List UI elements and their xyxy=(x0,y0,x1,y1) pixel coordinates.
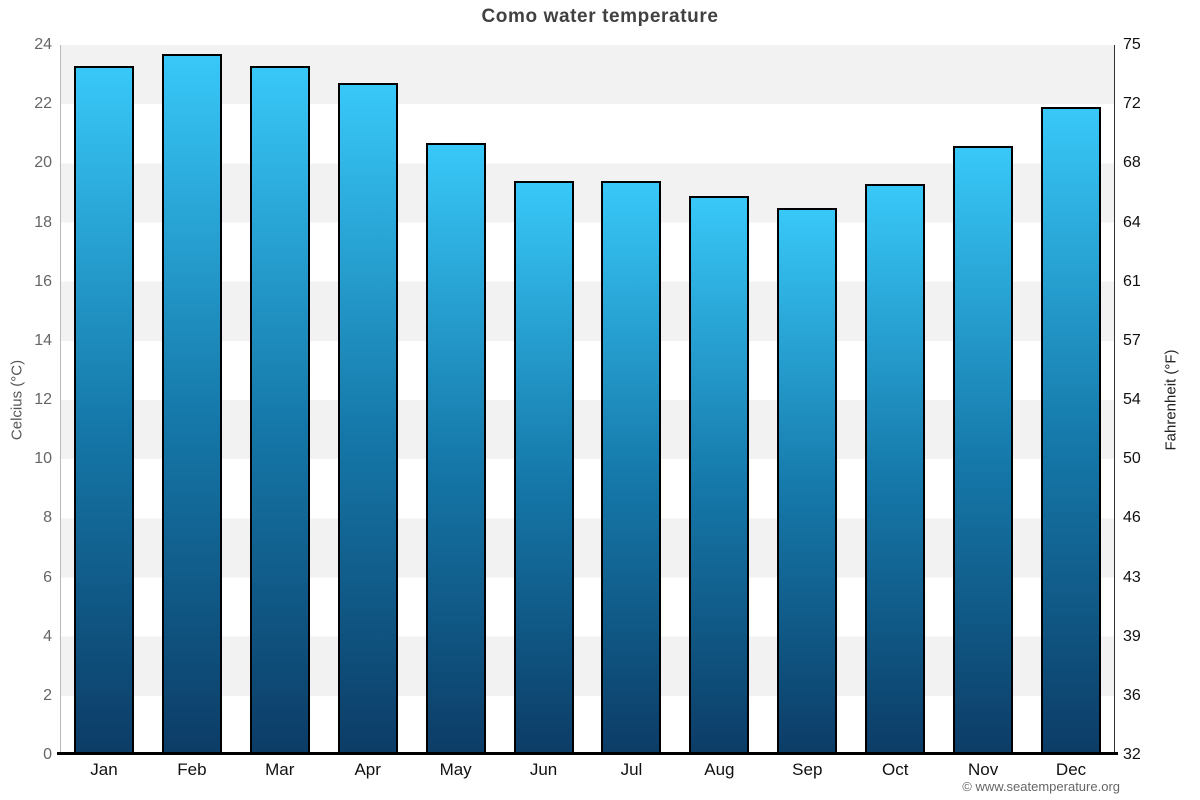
month-label-jun: Jun xyxy=(529,760,558,779)
x-axis-baseline xyxy=(57,752,1118,755)
fahrenheit-tick-labels: 32 36 39 43 46 50 54 57 61 64 68 72 75 xyxy=(1123,36,1183,763)
bar-jan[interactable] xyxy=(73,65,134,755)
fahrenheit-tick: 39 xyxy=(1123,627,1141,645)
bar-aug[interactable] xyxy=(689,195,750,755)
chart-title: Como water temperature xyxy=(481,6,719,27)
copyright-footer: © www.seatemperature.org xyxy=(962,779,1120,794)
celsius-tick: 18 xyxy=(34,213,52,231)
celsius-tick: 8 xyxy=(43,509,52,527)
fahrenheit-tick: 75 xyxy=(1123,36,1141,53)
celsius-tick: 0 xyxy=(43,746,52,763)
month-label-feb: Feb xyxy=(177,760,207,779)
fahrenheit-tick: 54 xyxy=(1123,391,1141,408)
celsius-tick: 20 xyxy=(34,154,52,172)
left-axis-line xyxy=(60,45,61,755)
month-label-nov: Nov xyxy=(968,760,999,779)
fahrenheit-tick: 61 xyxy=(1123,272,1141,290)
fahrenheit-tick: 64 xyxy=(1123,213,1141,231)
month-label-may: May xyxy=(439,760,472,779)
bar-may[interactable] xyxy=(425,142,486,755)
bar-dec[interactable] xyxy=(1041,107,1102,755)
fahrenheit-tick: 72 xyxy=(1123,95,1141,113)
bar-jul[interactable] xyxy=(601,181,662,755)
celsius-tick: 6 xyxy=(43,568,52,586)
month-label-oct: Oct xyxy=(881,760,909,779)
fahrenheit-tick: 46 xyxy=(1123,509,1141,527)
celsius-tick: 12 xyxy=(34,391,52,408)
month-label-dec: Dec xyxy=(1055,760,1087,779)
month-label-aug: Aug xyxy=(704,760,735,779)
fahrenheit-tick: 57 xyxy=(1123,331,1141,349)
celsius-tick: 10 xyxy=(34,450,52,468)
month-label-apr: Apr xyxy=(354,760,381,779)
fahrenheit-tick: 68 xyxy=(1123,154,1141,172)
fahrenheit-tick: 36 xyxy=(1123,686,1141,704)
celsius-tick: 4 xyxy=(43,627,52,645)
month-label-sep: Sep xyxy=(792,760,823,779)
fahrenheit-tick: 50 xyxy=(1123,450,1141,468)
bar-sep[interactable] xyxy=(777,207,838,755)
month-axis-labels: Jan Feb Mar Apr May Jun Jul Aug Sep Oct Nov Dec xyxy=(60,760,1115,784)
fahrenheit-tick: 32 xyxy=(1123,746,1141,763)
month-label-mar: Mar xyxy=(265,760,295,779)
month-label-jan: Jan xyxy=(90,760,118,779)
bar-apr[interactable] xyxy=(337,83,398,755)
right-axis-line xyxy=(1114,45,1115,755)
celsius-tick-labels: 0 2 4 6 8 10 12 14 16 18 20 22 24 xyxy=(0,36,52,763)
plot-area xyxy=(60,45,1115,755)
bar-oct[interactable] xyxy=(865,184,926,755)
bar-jun[interactable] xyxy=(513,181,574,755)
bar-mar[interactable] xyxy=(249,65,310,755)
fahrenheit-tick: 43 xyxy=(1123,568,1141,586)
bar-feb[interactable] xyxy=(161,53,222,755)
celsius-tick: 14 xyxy=(34,331,52,349)
celsius-tick: 24 xyxy=(34,36,52,53)
celsius-tick: 16 xyxy=(34,272,52,290)
celsius-tick: 2 xyxy=(43,686,52,704)
celsius-tick: 22 xyxy=(34,95,52,113)
month-label-jul: Jul xyxy=(620,760,643,779)
bar-nov[interactable] xyxy=(953,145,1014,755)
